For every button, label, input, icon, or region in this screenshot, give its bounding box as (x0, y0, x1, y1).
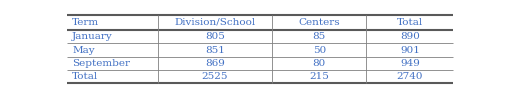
Text: 85: 85 (312, 32, 326, 41)
Text: May: May (72, 46, 95, 55)
Text: 869: 869 (205, 59, 225, 68)
Text: September: September (72, 59, 130, 68)
Text: 2740: 2740 (397, 72, 423, 81)
Text: 215: 215 (309, 72, 329, 81)
Text: 2525: 2525 (202, 72, 228, 81)
Text: 949: 949 (400, 59, 420, 68)
Text: 901: 901 (400, 46, 420, 55)
Text: Centers: Centers (298, 18, 340, 27)
Text: 890: 890 (400, 32, 420, 41)
Text: 851: 851 (205, 46, 225, 55)
Text: 80: 80 (312, 59, 326, 68)
Text: Term: Term (72, 18, 99, 27)
Text: Total: Total (397, 18, 423, 27)
Text: 50: 50 (312, 46, 326, 55)
Text: January: January (72, 32, 113, 41)
Text: Total: Total (72, 72, 99, 81)
Text: Division/School: Division/School (174, 18, 256, 27)
Text: 805: 805 (205, 32, 225, 41)
